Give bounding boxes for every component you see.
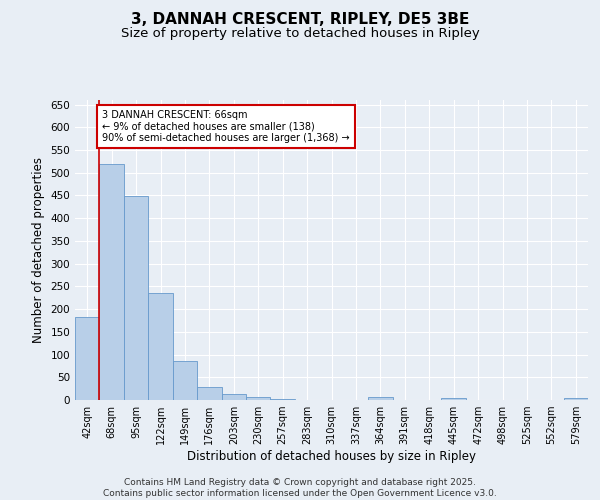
- Bar: [148, 293, 173, 400]
- Bar: [368, 397, 392, 400]
- Text: 3, DANNAH CRESCENT, RIPLEY, DE5 3BE: 3, DANNAH CRESCENT, RIPLEY, DE5 3BE: [131, 12, 469, 28]
- Bar: [442, 398, 466, 400]
- Text: Size of property relative to detached houses in Ripley: Size of property relative to detached ho…: [121, 28, 479, 40]
- Bar: [173, 361, 197, 400]
- Bar: [246, 397, 271, 400]
- Bar: [221, 394, 246, 400]
- Bar: [124, 196, 148, 400]
- Bar: [197, 388, 221, 400]
- Y-axis label: Number of detached properties: Number of detached properties: [32, 157, 45, 343]
- X-axis label: Distribution of detached houses by size in Ripley: Distribution of detached houses by size …: [187, 450, 476, 463]
- Text: 3 DANNAH CRESCENT: 66sqm
← 9% of detached houses are smaller (138)
90% of semi-d: 3 DANNAH CRESCENT: 66sqm ← 9% of detache…: [103, 110, 350, 143]
- Bar: [563, 398, 588, 400]
- Bar: [271, 398, 295, 400]
- Bar: [100, 164, 124, 400]
- Bar: [75, 317, 100, 400]
- Text: Contains HM Land Registry data © Crown copyright and database right 2025.
Contai: Contains HM Land Registry data © Crown c…: [103, 478, 497, 498]
